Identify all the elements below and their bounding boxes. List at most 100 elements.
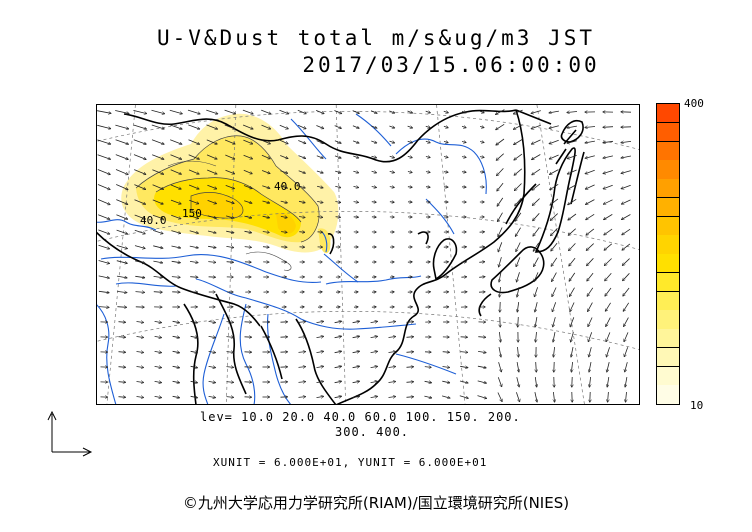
wind-vector [317,217,322,218]
wind-vector [607,362,610,372]
wind-vector [136,382,144,383]
wind-vector [189,261,198,262]
wind-vector [153,292,162,293]
wind-vector [443,126,448,127]
wind-vector [514,168,523,175]
wind-vector [571,332,574,342]
wind-vector [154,396,162,397]
wind-vector [226,352,234,353]
wind-vector [171,277,180,278]
wind-vector [532,168,541,175]
wind-vector [244,200,252,203]
wind-vector [567,155,577,158]
wind-vector [226,382,234,383]
wind-vector [388,367,396,368]
wind-vector [207,230,216,233]
wind-vector [352,110,360,114]
wind-vector [553,346,554,357]
wind-vector [625,362,628,372]
wind-vector [371,125,377,128]
wind-vector [443,172,448,173]
wind-vector [424,381,432,382]
wind-vector [116,245,128,248]
wind-vector [388,382,396,383]
wind-vector [152,214,163,219]
wind-vector [244,247,252,248]
wind-vector [98,291,109,292]
colorbar-min-label: 10 [690,399,704,412]
wind-vector [353,171,358,173]
wind-vector [116,184,128,190]
wind-vector [370,321,378,322]
wind-vector [585,140,595,143]
wind-vector [352,366,360,367]
wind-vector [479,277,485,278]
wind-vector [624,347,629,356]
wind-vector [189,215,199,219]
wind-vector [389,156,395,157]
wind-vector [316,336,324,337]
wind-vector [316,186,323,188]
wind-vector [532,154,541,160]
wind-vector [370,381,378,382]
wind-vector [604,214,613,219]
colorbar-segment [657,310,679,330]
wind-vector [567,125,577,128]
wind-vector [536,331,537,342]
wind-vector [498,212,503,222]
wind-vector [621,184,631,188]
wind-vector [497,182,504,191]
wind-vector [135,260,145,263]
wind-vector [498,347,501,357]
wind-vector [515,212,522,221]
wind-vector [169,109,182,114]
wind-vector [443,111,448,113]
wind-vector [535,302,538,312]
wind-vector [608,391,609,402]
wind-vector [224,139,235,144]
wind-vector [281,232,287,233]
wind-vector [315,110,324,113]
wind-vector [534,287,538,296]
colorbar-segment [657,141,679,161]
wind-vector [568,184,577,190]
wind-vector [586,228,595,235]
wind-vector [188,184,199,189]
colorbar-segment [657,385,679,405]
wind-vector [136,397,144,398]
wind-vector [443,157,448,158]
contour-levels: lev= 10.0 20.0 40.0 60.0 100. 150. 200. [200,410,521,424]
wind-vector [171,214,181,218]
wind-vector [116,229,128,234]
wind-vector [261,109,271,114]
wind-vector [496,138,505,145]
wind-vector [567,140,577,144]
colorbar-segment [657,104,679,124]
wind-vector [425,172,430,173]
wind-vector [280,201,288,203]
wind-vector [335,202,340,203]
wind-vector [603,127,614,128]
wind-vector [370,110,377,114]
wind-vector [425,126,430,128]
wind-vector [298,201,305,202]
wind-vector [516,392,519,401]
wind-vector [370,366,378,367]
colorbar-max-label: 400 [684,97,704,110]
wind-vector [226,397,234,398]
coastlines-borders [96,109,585,405]
wind-vector [97,169,110,175]
wind-vector [298,140,305,144]
wind-vector [298,185,305,188]
wind-vector [585,169,595,173]
wind-vector [371,202,376,203]
wind-vector [172,396,180,397]
wind-vector [622,228,631,235]
wind-vector [499,257,502,267]
wind-vector [624,317,629,327]
wind-vector [298,155,306,159]
wind-vector [407,172,412,173]
wind-vector [352,336,360,337]
wind-vector [171,261,181,262]
wind-vector [603,155,613,158]
